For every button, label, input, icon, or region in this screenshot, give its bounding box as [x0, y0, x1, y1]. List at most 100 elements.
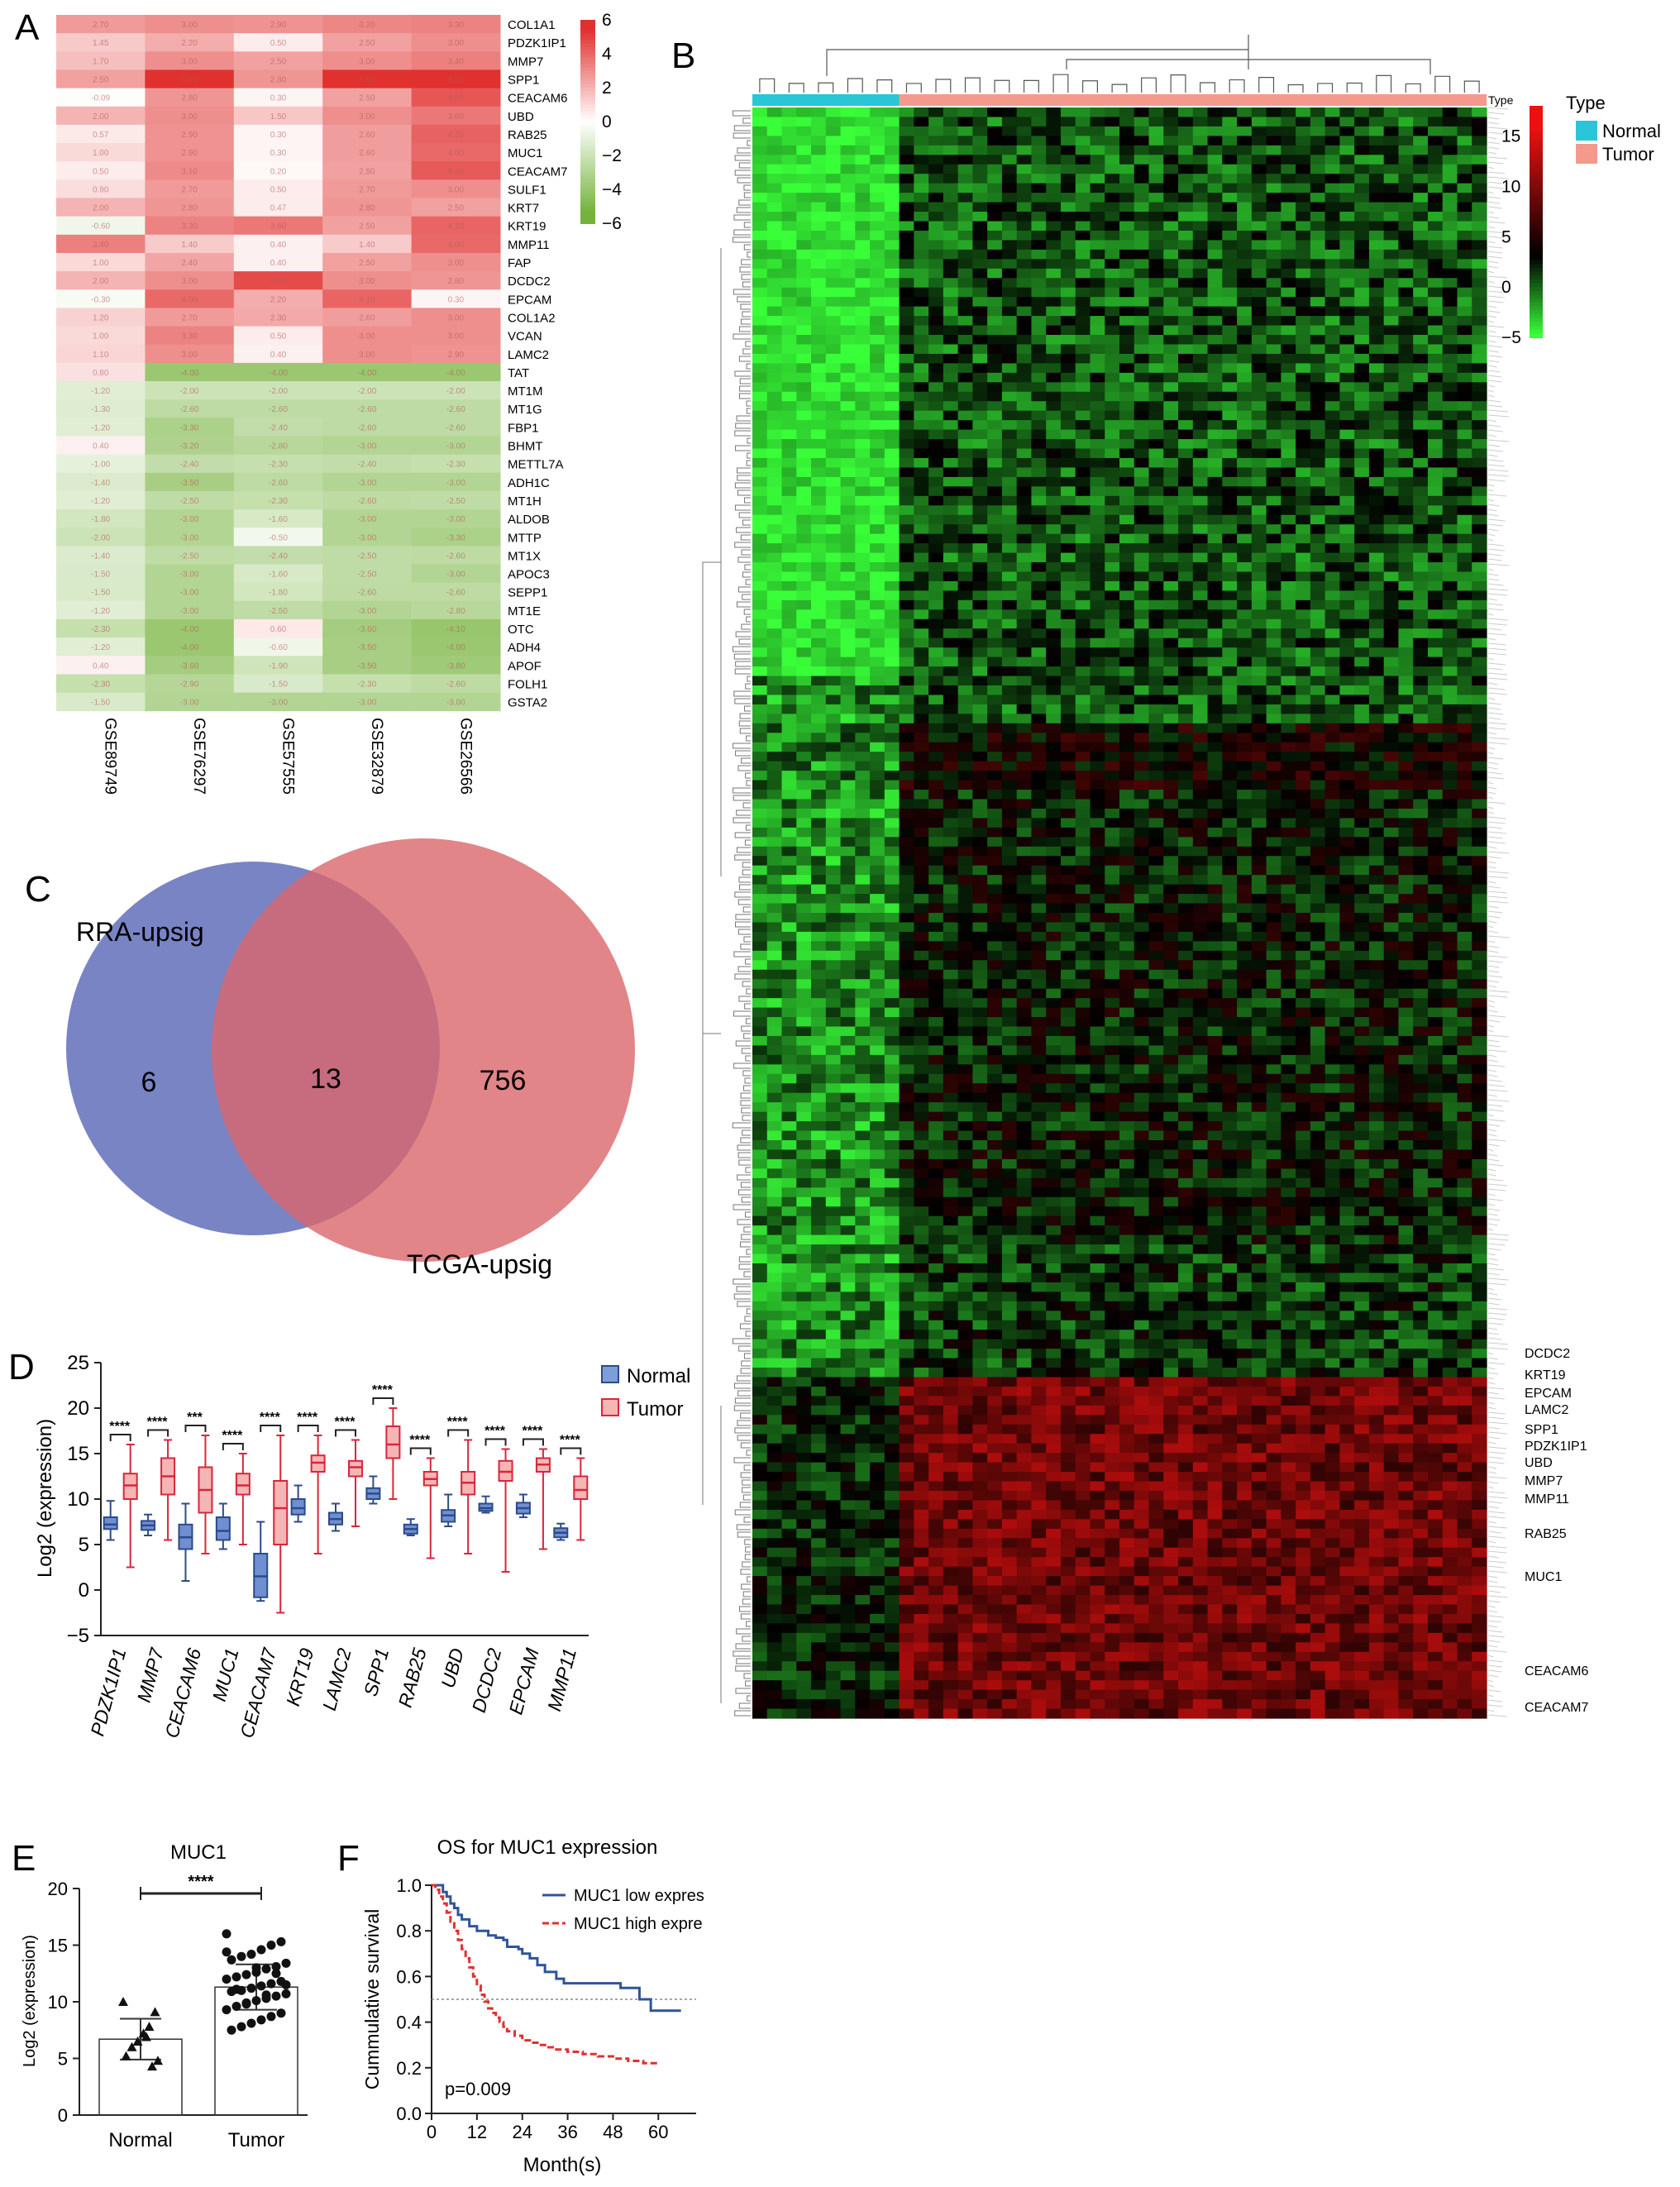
panel-b-heatmap: TypeDCDC2KRT19EPCAMLAMC2SPP1PDZK1IP1UBDM…	[702, 35, 1661, 1719]
heatmap-b-cell	[1105, 628, 1120, 639]
heatmap-b-cell	[1457, 467, 1472, 478]
heatmap-b-cell	[1310, 372, 1326, 383]
heatmap-b-cell	[840, 552, 856, 563]
heatmap-b-cell	[1222, 126, 1238, 136]
heatmap-b-cell	[1105, 733, 1120, 743]
heatmap-b-cell	[884, 401, 900, 412]
heatmap-b-cell	[1339, 618, 1355, 629]
heatmap-b-cell	[1178, 752, 1194, 762]
heatmap-b-cell	[1368, 543, 1385, 554]
heatmap-b-cell	[1383, 846, 1400, 857]
heatmap-b-cell	[1031, 335, 1047, 346]
heatmap-b-cell	[1119, 780, 1135, 790]
heatmap-b-cell	[1296, 894, 1311, 905]
heatmap-a-cell	[322, 216, 413, 236]
heatmap-b-cell	[928, 495, 944, 506]
heatmap-b-cell	[766, 676, 783, 686]
heatmap-b-cell	[1222, 136, 1238, 146]
heatmap-b-cell	[1148, 780, 1164, 790]
heatmap-b-cell	[1398, 771, 1414, 781]
heatmap-b-cell	[1324, 818, 1340, 828]
heatmap-b-cell	[1296, 420, 1311, 431]
heatmap-a-cell	[322, 362, 413, 382]
heatmap-b-cell	[1281, 212, 1296, 222]
heatmap-b-cell	[1472, 155, 1487, 165]
heatmap-b-cell	[796, 240, 812, 251]
heatmap-b-cell	[766, 913, 783, 924]
heatmap-a-cell	[233, 418, 323, 437]
heatmap-b-cell	[899, 457, 914, 469]
heatmap-b-cell	[1090, 752, 1105, 762]
heatmap-b-cell	[1119, 865, 1135, 876]
heatmap-b-cell	[1192, 723, 1209, 733]
heatmap-b-cell	[1354, 401, 1370, 412]
heatmap-b-cell	[1105, 580, 1120, 591]
heatmap-b-cell	[1398, 136, 1414, 146]
heatmap-b-cell	[1457, 297, 1472, 308]
heatmap-b-cell	[840, 808, 856, 819]
heatmap-b-cell	[1148, 808, 1164, 819]
heatmap-a-cell-value: -3.00	[180, 589, 199, 598]
heatmap-b-cell	[1237, 212, 1253, 222]
heatmap-a-cell-value: 0.40	[270, 241, 287, 250]
heatmap-b-cell	[1398, 382, 1414, 393]
heatmap-b-cell	[987, 571, 1003, 582]
heatmap-b-cell	[752, 552, 768, 563]
heatmap-b-cell	[870, 723, 885, 733]
heatmap-b-cell	[1016, 666, 1033, 677]
heatmap-b-cell	[1178, 164, 1194, 174]
heatmap-b-cell	[972, 505, 988, 516]
heatmap-b-cell	[1324, 230, 1340, 241]
heatmap-b-cell	[1398, 590, 1414, 601]
heatmap-b-cell	[752, 372, 768, 383]
heatmap-b-cell	[1031, 799, 1047, 809]
heatmap-a-cell	[233, 179, 323, 198]
heatmap-b-cell	[825, 884, 842, 895]
heatmap-b-cell	[855, 894, 871, 905]
heatmap-a-cell	[145, 381, 235, 400]
heatmap-a-cell-value: 4.00	[448, 149, 465, 158]
heatmap-b-cell	[1016, 448, 1033, 459]
heatmap-b-cell	[1354, 637, 1370, 648]
heatmap-b-cell	[766, 391, 783, 402]
heatmap-b-cell	[1237, 723, 1253, 733]
heatmap-a-cell-value: -2.30	[91, 625, 110, 634]
heatmap-b-cell	[1442, 316, 1458, 327]
heatmap-a-cell-value: -1.60	[269, 515, 288, 524]
heatmap-b-cell	[1310, 335, 1326, 346]
heatmap-b-cell	[987, 505, 1003, 516]
heatmap-b-cell	[1163, 372, 1179, 383]
heatmap-b-cell	[1339, 439, 1355, 450]
heatmap-b-cell	[1442, 827, 1458, 838]
heatmap-b-cell	[943, 647, 959, 658]
heatmap-b-cell	[1281, 457, 1296, 469]
heatmap-b-cell	[1222, 297, 1238, 308]
heatmap-a-cell	[233, 528, 323, 547]
heatmap-b-cell	[1207, 297, 1223, 308]
heatmap-b-cell	[1105, 467, 1120, 478]
heatmap-b-cell	[1457, 505, 1472, 516]
heatmap-b-cell	[1266, 818, 1281, 828]
heatmap-b-cell	[1090, 193, 1105, 203]
heatmap-b-cell	[987, 913, 1003, 924]
heatmap-b-cell	[1413, 571, 1429, 582]
heatmap-b-cell	[1383, 533, 1400, 544]
heatmap-b-cell	[781, 666, 797, 677]
heatmap-b-cell	[1281, 107, 1296, 118]
heatmap-b-cell	[1119, 136, 1135, 146]
heatmap-b-cell	[899, 410, 914, 421]
heatmap-b-cell	[825, 514, 842, 525]
heatmap-a-cell-value: 3.00	[448, 185, 465, 194]
heatmap-b-cell	[1163, 666, 1179, 677]
heatmap-b-cell	[1413, 107, 1429, 118]
heatmap-b-cell	[1119, 145, 1135, 155]
heatmap-b-cell	[1251, 287, 1267, 298]
heatmap-b-cell	[796, 155, 812, 165]
heatmap-b-cell	[1324, 344, 1340, 355]
heatmap-b-cell	[1324, 894, 1340, 905]
heatmap-b-cell	[1281, 240, 1296, 251]
heatmap-b-cell	[1266, 571, 1281, 582]
heatmap-b-cell	[1163, 316, 1179, 327]
heatmap-b-cell	[914, 637, 929, 648]
heatmap-b-cell	[1413, 790, 1429, 800]
